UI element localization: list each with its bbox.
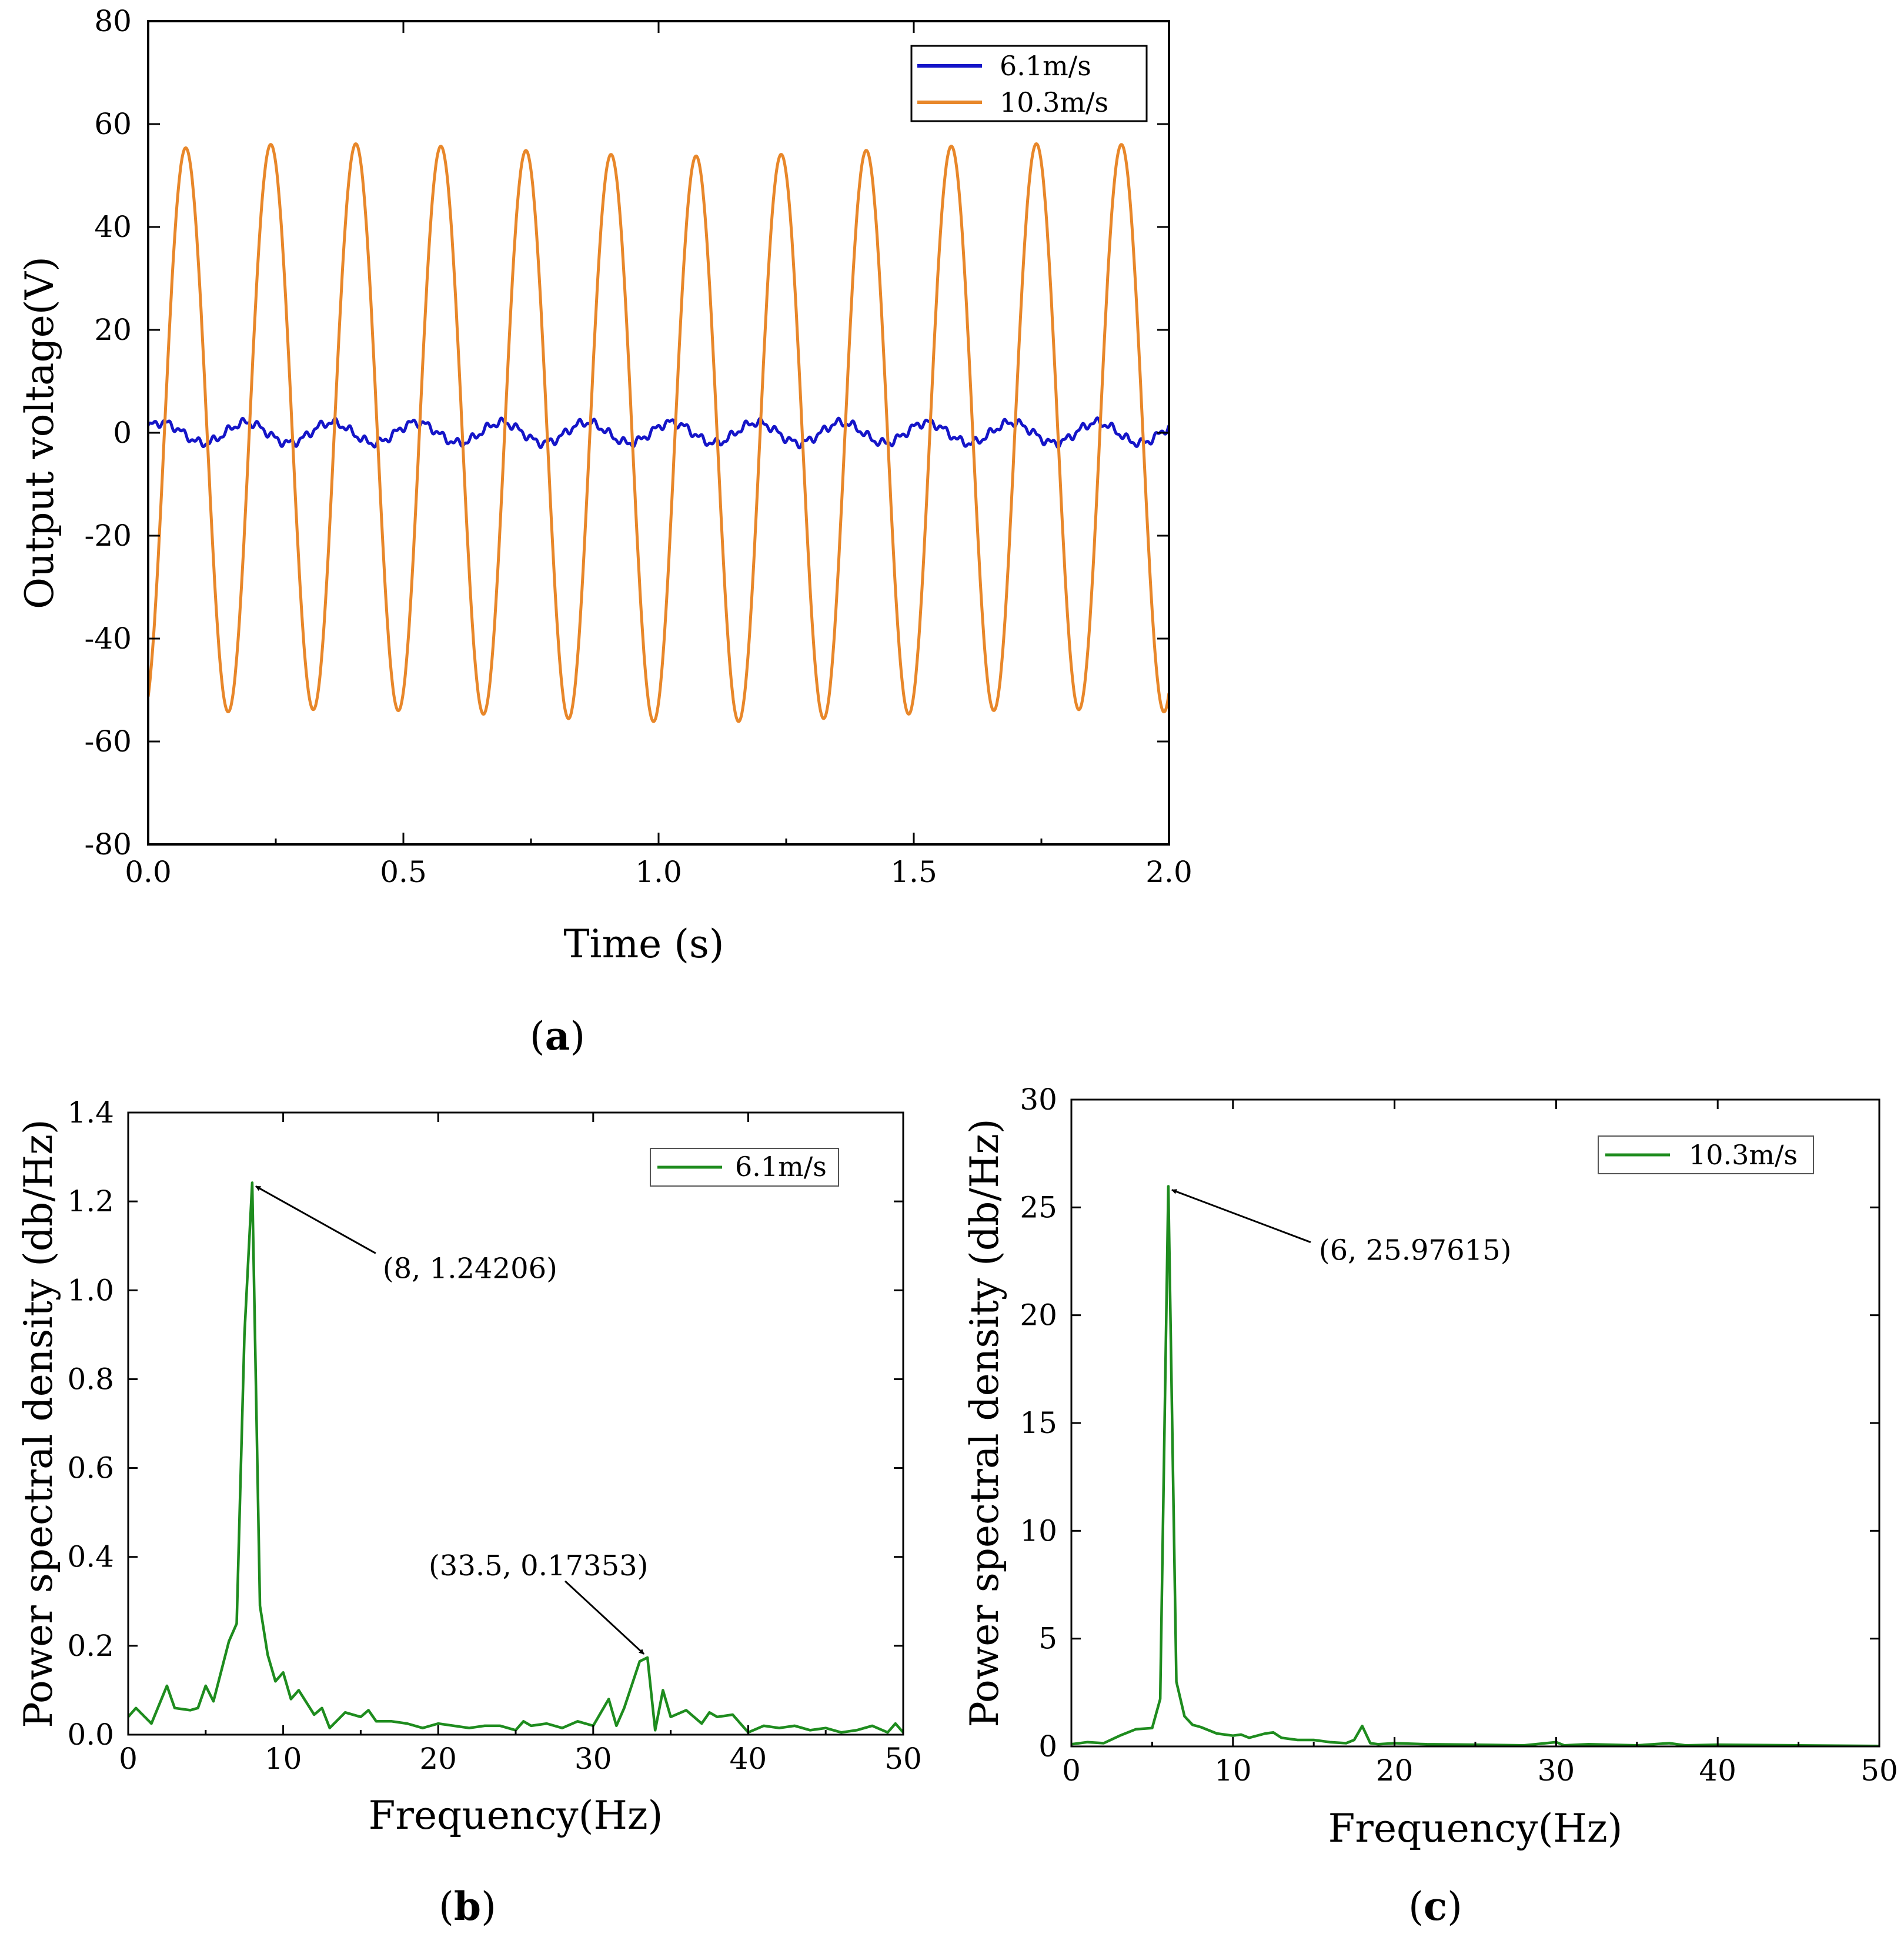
chart-b-xlabel: Frequency(Hz) bbox=[369, 1793, 663, 1838]
chart-c-ytick-label: 0 bbox=[1038, 1729, 1057, 1763]
chart-c-xtick-label: 50 bbox=[1860, 1753, 1898, 1788]
chart-b-frame bbox=[127, 1111, 904, 1736]
chart-b-annotation-label: (8, 1.24206) bbox=[383, 1252, 557, 1285]
chart-c-ytick-label: 10 bbox=[1020, 1514, 1057, 1548]
chart-c-xtick-label: 30 bbox=[1538, 1753, 1575, 1788]
chart-c-xtick-label: 10 bbox=[1214, 1753, 1252, 1788]
chart-c-xtick-label: 40 bbox=[1699, 1753, 1736, 1788]
chart-b-ytick-label: 0.6 bbox=[67, 1451, 114, 1485]
chart-c-legend: 10.3m/s bbox=[1598, 1135, 1814, 1174]
chart-c-ytick-label: 5 bbox=[1038, 1622, 1057, 1656]
chart-b-legend-label-0: 6.1m/s bbox=[735, 1151, 827, 1183]
chart-c-curves bbox=[1071, 1185, 1879, 1746]
chart-c-xtick-label: 20 bbox=[1376, 1753, 1414, 1788]
panel-label-b: (b) bbox=[439, 1883, 496, 1929]
chart-a-legend-box bbox=[910, 45, 1148, 122]
chart-a-ytick-label: 60 bbox=[94, 107, 132, 141]
chart-c-annotation-label: (6, 25.97615) bbox=[1319, 1234, 1512, 1267]
chart-a-ytick-label: 20 bbox=[94, 313, 132, 347]
chart-c-legend-label-0: 10.3m/s bbox=[1689, 1139, 1798, 1171]
chart-b-xtick-label: 10 bbox=[265, 1742, 302, 1776]
chart-b-ytick-label: 1.2 bbox=[67, 1184, 114, 1218]
chart-a-ytick-label: -20 bbox=[84, 519, 132, 553]
chart-a-ytick-label: 0 bbox=[113, 416, 132, 450]
chart-a-xlabel: Time (s) bbox=[563, 921, 724, 967]
chart-a-ytick-label: -40 bbox=[84, 622, 132, 656]
chart-b-series-0 bbox=[128, 1181, 903, 1734]
chart-c-ytick-label: 15 bbox=[1020, 1406, 1057, 1440]
chart-b-xtick-label: 50 bbox=[884, 1742, 922, 1776]
chart-b: 0 10 20 30 40 50 1.4 1.2 1.0 0.8 0.6 0.4 0.2 0.0 6.1m… bbox=[16, 1095, 922, 1929]
chart-b-annotation: (8, 1.24206) bbox=[255, 1185, 557, 1285]
chart-a-xtick-label: 1.0 bbox=[635, 855, 682, 889]
chart-a-series-0 bbox=[148, 416, 1169, 450]
chart-c-ytick-label: 30 bbox=[1020, 1083, 1057, 1117]
chart-a: 0.0 0.5 1.0 1.5 2.0 80 60 40 20 0 -20 -40 -60 -80 6.1… bbox=[17, 4, 1192, 1059]
chart-c-xlabel: Frequency(Hz) bbox=[1328, 1806, 1623, 1851]
chart-c-series-0 bbox=[1071, 1185, 1879, 1746]
chart-b-ylabel: Power spectral density (db/Hz) bbox=[16, 1119, 61, 1728]
chart-c-ylabel: Power spectral density (db/Hz) bbox=[962, 1118, 1007, 1727]
chart-b-xtick-label: 0 bbox=[119, 1742, 138, 1776]
chart-a-ytick-label: -60 bbox=[84, 724, 132, 759]
chart-b-ytick-label: 0.0 bbox=[67, 1718, 114, 1752]
chart-b-ticks: 0 10 20 30 40 50 1.4 1.2 1.0 0.8 0.6 0.4 0.2 0.0 bbox=[67, 1095, 921, 1776]
chart-a-xtick-label: 0.5 bbox=[380, 855, 427, 889]
chart-b-xtick-label: 20 bbox=[419, 1742, 457, 1776]
chart-c-frame bbox=[1070, 1098, 1880, 1748]
chart-a-curves bbox=[148, 142, 1169, 723]
chart-a-xtick-label: 2.0 bbox=[1145, 855, 1192, 889]
chart-b-ytick-label: 1.4 bbox=[67, 1095, 114, 1130]
chart-a-legend: 6.1m/s 10.3m/s bbox=[910, 45, 1148, 122]
chart-a-series-1 bbox=[148, 142, 1169, 723]
chart-c-ytick-label: 25 bbox=[1020, 1190, 1057, 1224]
chart-b-legend: 6.1m/s bbox=[650, 1148, 839, 1187]
chart-c-ytick-label: 20 bbox=[1020, 1298, 1057, 1332]
chart-b-annotation-arrow bbox=[255, 1185, 376, 1254]
chart-b-annotation-label: (33.5, 0.17353) bbox=[429, 1549, 648, 1582]
chart-a-ytick-label: -80 bbox=[84, 827, 132, 861]
chart-c-xtick-label: 0 bbox=[1062, 1753, 1081, 1788]
chart-a-xtick-label: 1.5 bbox=[890, 855, 937, 889]
chart-b-ytick-label: 0.2 bbox=[67, 1629, 114, 1663]
chart-a-ytick-label: 40 bbox=[94, 210, 132, 244]
chart-b-ytick-label: 0.8 bbox=[67, 1362, 114, 1396]
chart-b-ytick-label: 1.0 bbox=[67, 1273, 114, 1307]
chart-b-ytick-label: 0.4 bbox=[67, 1540, 114, 1574]
panel-label-c: (c) bbox=[1408, 1883, 1462, 1929]
chart-a-ticks: 0.0 0.5 1.0 1.5 2.0 80 60 40 20 0 -20 -40 -60 -80 bbox=[84, 4, 1192, 889]
chart-b-annotation-arrow bbox=[564, 1580, 645, 1655]
chart-b-annotation: (33.5, 0.17353) bbox=[429, 1549, 648, 1655]
chart-a-ytick-label: 80 bbox=[94, 4, 132, 38]
chart-b-xtick-label: 30 bbox=[574, 1742, 612, 1776]
chart-a-ylabel: Output voltage(V) bbox=[17, 256, 62, 609]
chart-c-annotation-arrow bbox=[1171, 1189, 1311, 1243]
chart-a-legend-label-0: 6.1m/s bbox=[1000, 50, 1091, 82]
chart-b-curves bbox=[128, 1181, 903, 1734]
chart-b-xtick-label: 40 bbox=[730, 1742, 767, 1776]
chart-a-legend-label-1: 10.3m/s bbox=[1000, 86, 1108, 118]
panel-label-a: (a) bbox=[530, 1013, 585, 1059]
chart-a-xtick-label: 0.0 bbox=[125, 855, 172, 889]
chart-c-annotation: (6, 25.97615) bbox=[1171, 1189, 1512, 1267]
